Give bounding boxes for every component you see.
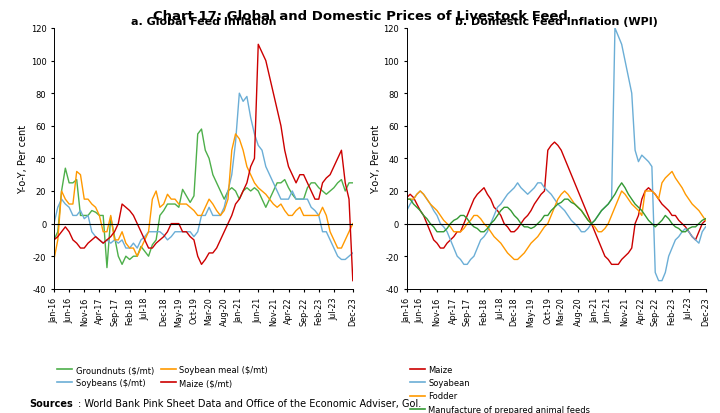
Text: : World Bank Pink Sheet Data and Office of the Economic Adviser, GoI.: : World Bank Pink Sheet Data and Office … xyxy=(78,398,421,408)
Y-axis label: Y-o-Y, Per cent: Y-o-Y, Per cent xyxy=(371,125,381,193)
Title: a. Global Feed Inflation: a. Global Feed Inflation xyxy=(130,17,276,27)
Legend: Maize, Soyabean, Fodder, Manufacture of prepared animal feeds: Maize, Soyabean, Fodder, Manufacture of … xyxy=(407,362,594,413)
Title: b. Domestic Feed Inflation (WPI): b. Domestic Feed Inflation (WPI) xyxy=(455,17,657,27)
Legend: Groundnuts ($/mt), Soybeans ($/mt), Soybean meal ($/mt), Maize ($/mt): Groundnuts ($/mt), Soybeans ($/mt), Soyb… xyxy=(54,362,271,391)
Y-axis label: Y-o-Y, Per cent: Y-o-Y, Per cent xyxy=(18,125,28,193)
Text: Chart 17: Global and Domestic Prices of Livestock Feed: Chart 17: Global and Domestic Prices of … xyxy=(153,10,567,23)
Text: Sources: Sources xyxy=(29,398,73,408)
